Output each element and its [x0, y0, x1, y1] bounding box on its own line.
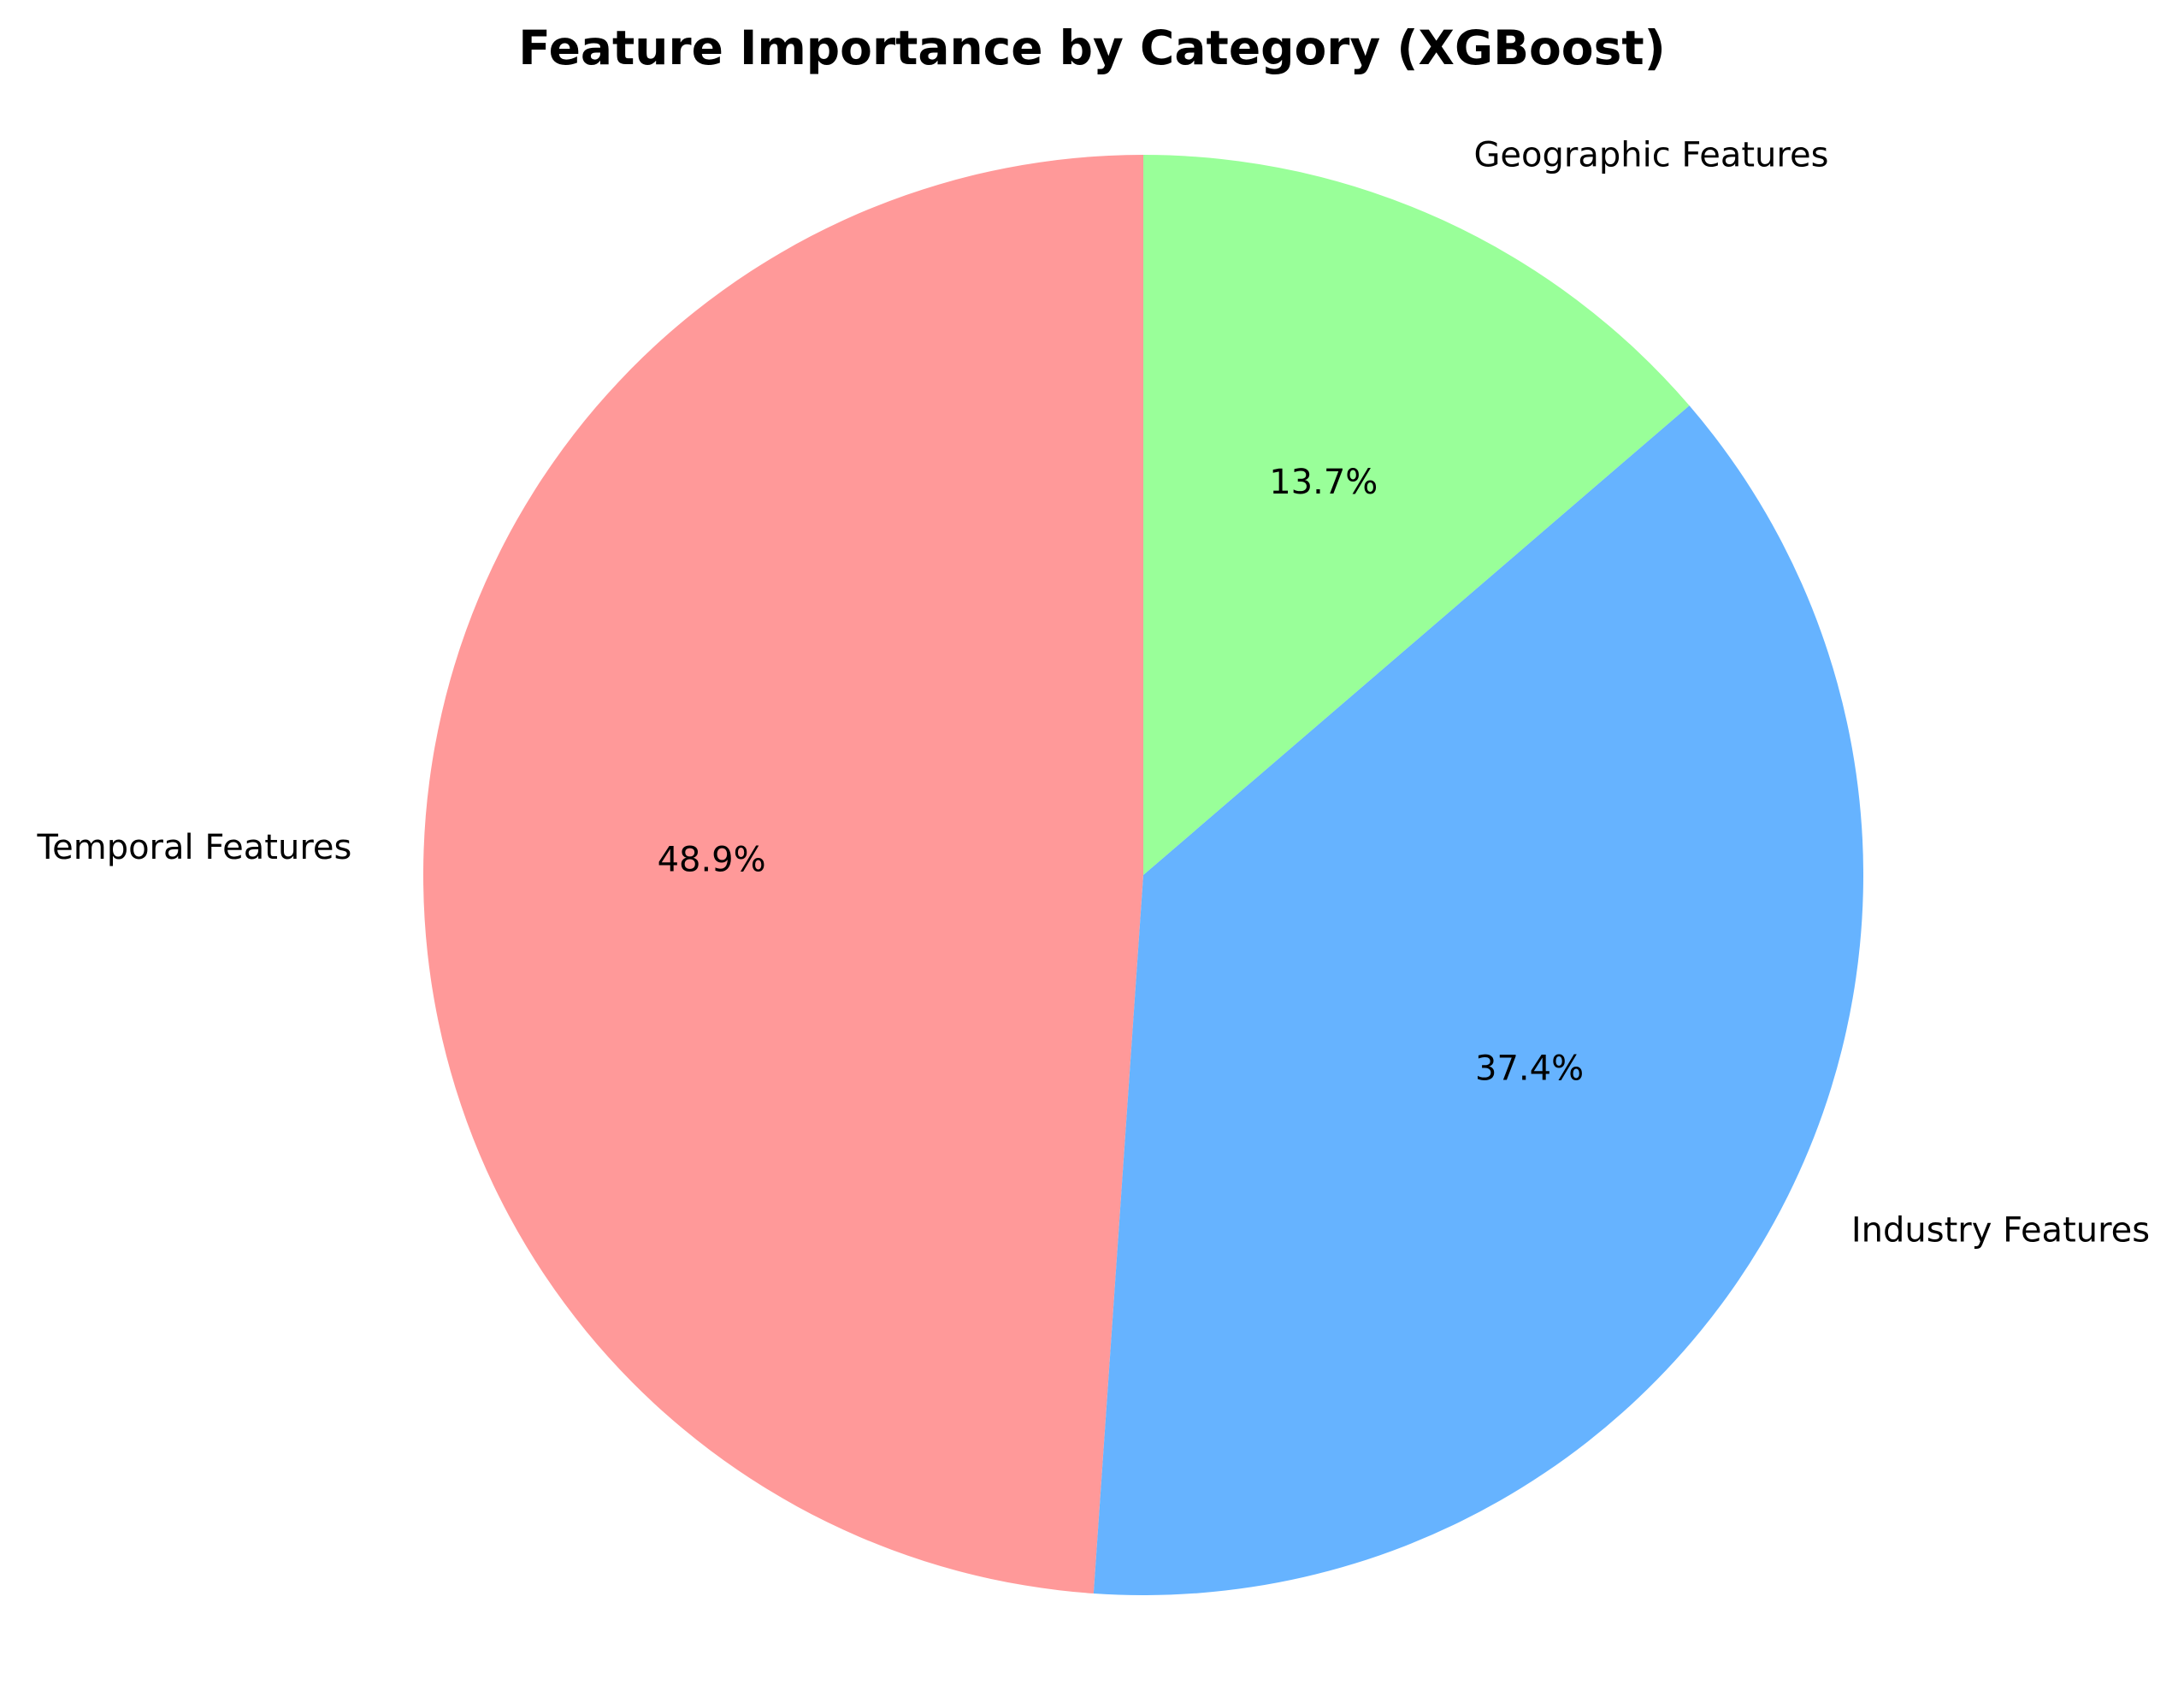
chart-title: Feature Importance by Category (XGBoost)	[518, 21, 1666, 75]
slice-percent-label: 37.4%	[1475, 1049, 1584, 1089]
slice-percent-label: 13.7%	[1269, 463, 1378, 502]
pie-slice-temporal-features	[422, 155, 1144, 1593]
slice-label: Temporal Features	[36, 828, 351, 867]
slice-label: Geographic Features	[1473, 135, 1828, 174]
pie-slice-industry-features	[1093, 405, 1864, 1595]
slice-percent-label: 48.9%	[658, 841, 766, 880]
pie-labels: Temporal Features 48.9% Industry Features 3…	[36, 135, 2150, 1250]
pie-slice-geographic-features	[1143, 155, 1690, 875]
pie-slices	[422, 155, 1864, 1595]
slice-label: Industry Features	[1851, 1210, 2150, 1250]
